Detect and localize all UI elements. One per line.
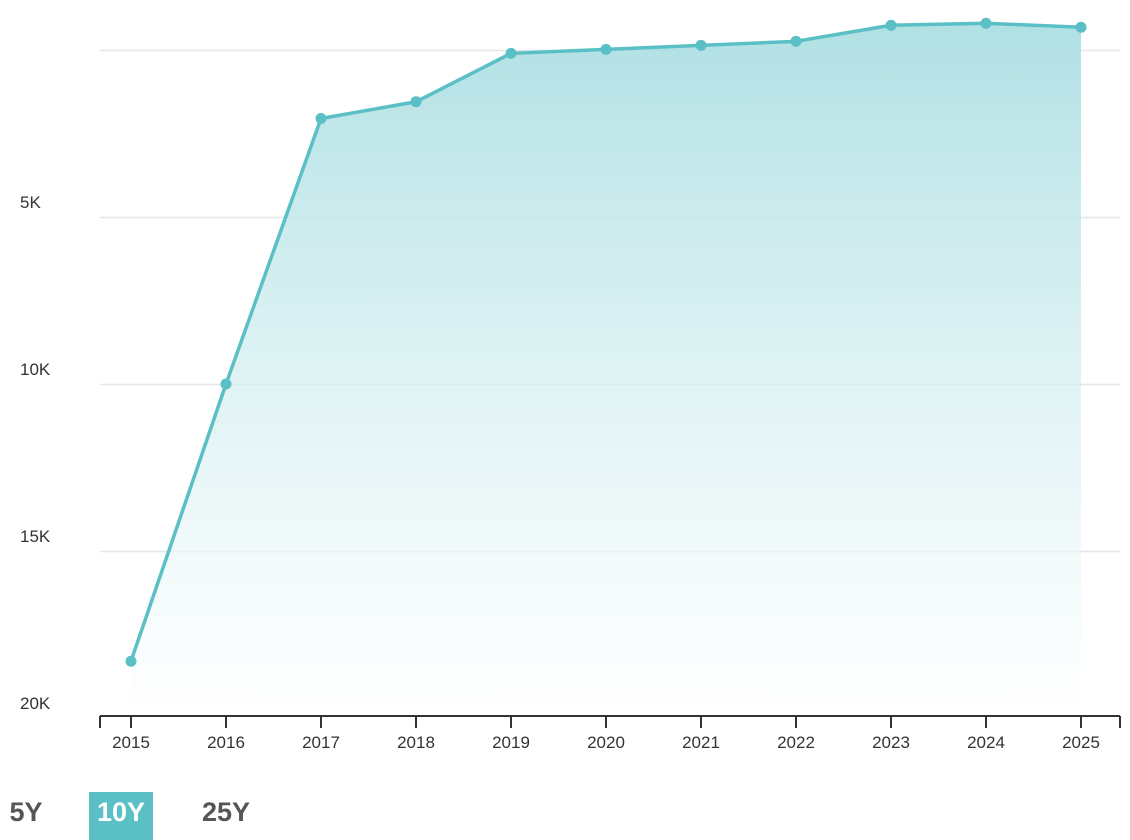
x-tick-label: 2019 — [492, 733, 530, 752]
y-axis-labels: 5K 10K 15K 20K — [20, 193, 51, 713]
data-point[interactable] — [980, 17, 992, 29]
x-tick-label: 2015 — [112, 733, 150, 752]
area-fill — [131, 23, 1081, 718]
x-tick-label: 2018 — [397, 733, 435, 752]
data-point[interactable] — [1075, 21, 1087, 33]
x-tick-label: 2023 — [872, 733, 910, 752]
x-tick-label: 2017 — [302, 733, 340, 752]
data-point[interactable] — [220, 378, 232, 390]
x-tick-label: 2016 — [207, 733, 245, 752]
x-tick-label: 2021 — [682, 733, 720, 752]
y-tick-label: 15K — [20, 527, 51, 546]
data-point[interactable] — [600, 43, 612, 55]
x-tick-label: 2024 — [967, 733, 1005, 752]
range-selector: 5Y 10Y 25Y — [0, 764, 1130, 840]
x-axis: 2015 2016 2017 2018 2019 2020 2021 2022 2023 2024… — [99, 715, 1121, 752]
data-point[interactable] — [315, 112, 327, 124]
range-25y-button[interactable]: 25Y — [201, 797, 251, 827]
data-point[interactable] — [695, 39, 707, 51]
y-tick-label: 5K — [20, 193, 41, 212]
data-points — [125, 17, 1087, 667]
x-tick-label: 2020 — [587, 733, 625, 752]
range-5y-button[interactable]: 5Y — [9, 797, 43, 827]
x-tick-label: 2025 — [1062, 733, 1100, 752]
data-point[interactable] — [125, 655, 137, 667]
area-chart: 5K 10K 15K 20K 2015 2016 2017 2018 2019 2020 2021… — [20, 17, 1121, 752]
x-tick-label: 2022 — [777, 733, 815, 752]
data-point[interactable] — [505, 47, 517, 59]
area-fill-path — [131, 23, 1081, 718]
data-point[interactable] — [790, 35, 802, 47]
range-10y-button[interactable]: 10Y — [96, 797, 146, 827]
data-point[interactable] — [410, 96, 422, 108]
y-tick-label: 10K — [20, 360, 51, 379]
active-range-highlight — [89, 792, 153, 840]
data-point[interactable] — [885, 19, 897, 31]
y-tick-label: 20K — [20, 694, 51, 713]
